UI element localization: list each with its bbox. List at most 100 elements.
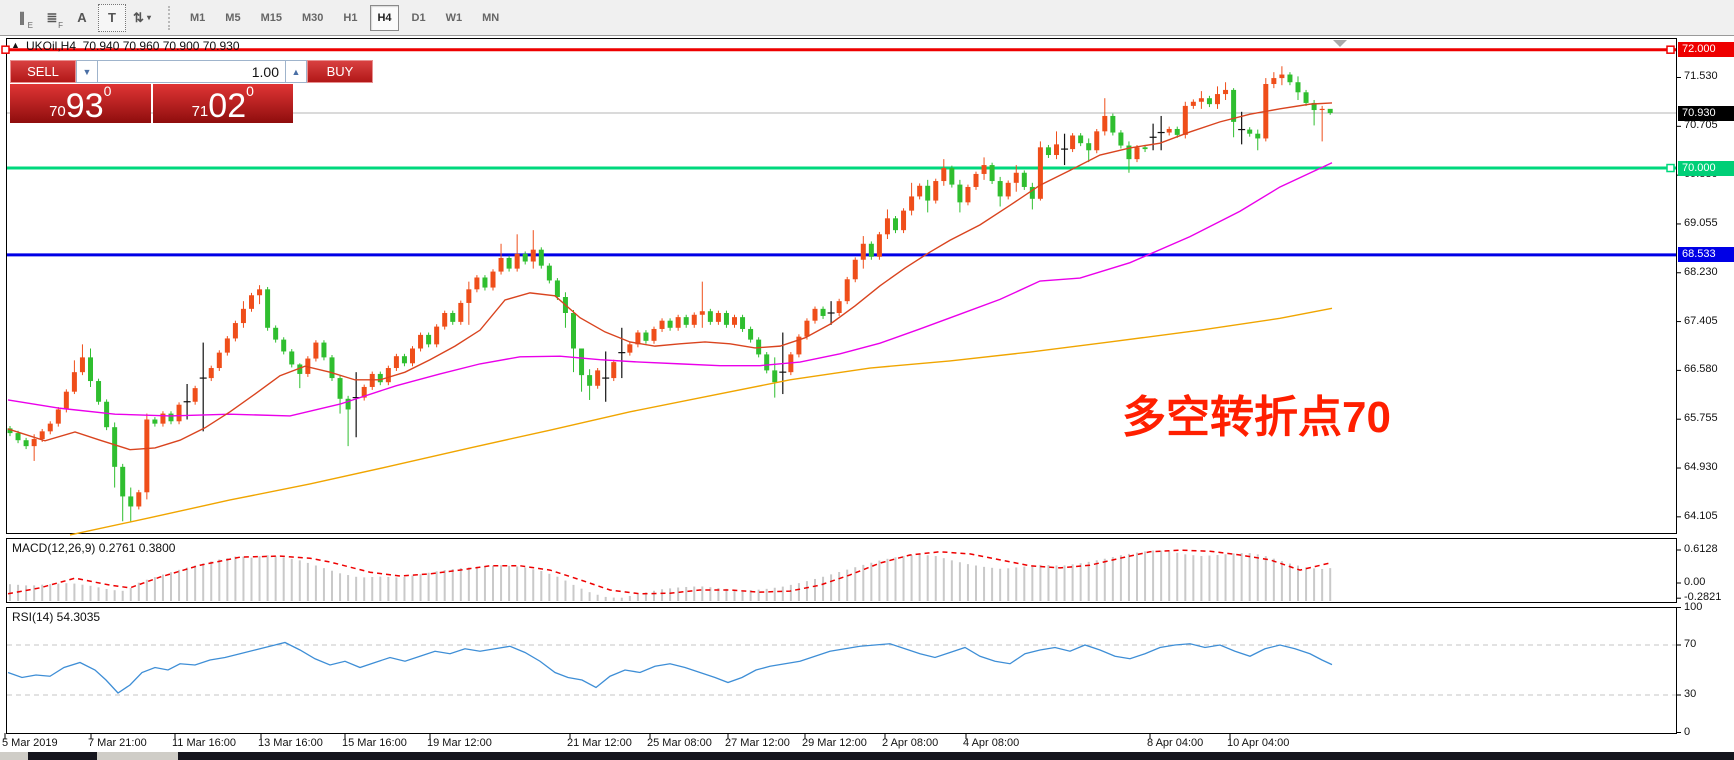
text-box-tool[interactable]: T (98, 3, 126, 32)
macd-histogram-bar (49, 584, 52, 601)
text-box-tool-icon: T (108, 10, 116, 25)
macd-histogram-bar (226, 557, 229, 601)
candle-body (989, 165, 995, 182)
candle-body (1037, 147, 1043, 199)
candle-body (88, 357, 93, 382)
volume-input[interactable] (98, 60, 285, 83)
timeframe-button-H1[interactable]: H1 (343, 11, 358, 24)
macd-histogram-bar (685, 586, 688, 601)
candle-body (514, 253, 520, 269)
macd-histogram-bar (781, 586, 784, 601)
resistance-line-72-handle-left[interactable] (1, 45, 10, 54)
candle-body (1190, 101, 1196, 106)
macd-histogram-bar (894, 557, 897, 601)
candle-body (579, 348, 585, 376)
candle-body (587, 375, 593, 386)
rsi-pane (6, 607, 1677, 734)
macd-histogram-bar (306, 562, 309, 601)
macd-histogram-bar (1160, 550, 1163, 601)
chart-area[interactable] (0, 36, 1734, 760)
macd-histogram-bar (580, 588, 583, 601)
macd-histogram-bar (1208, 555, 1211, 601)
sell-price-display[interactable]: 70 93 0 (10, 84, 151, 123)
macd-histogram-bar (1288, 563, 1291, 601)
macd-histogram-bar (1136, 552, 1138, 601)
candle-body (112, 427, 118, 467)
timeframe-button-M5[interactable]: M5 (225, 11, 241, 24)
candle-body (917, 185, 923, 197)
price-axis-label: 64.105 (1684, 509, 1718, 522)
macd-histogram-bar (612, 597, 615, 601)
macd-histogram-bar (1200, 556, 1203, 601)
candle-body (490, 271, 496, 288)
timeframe-button-W1[interactable]: W1 (445, 11, 463, 24)
timeframe-button-M1[interactable]: M1 (190, 11, 206, 24)
macd-pane (6, 538, 1677, 603)
candle-body (796, 336, 802, 355)
timeframe-button-M15[interactable]: M15 (260, 11, 282, 24)
macd-histogram-bar (1321, 568, 1324, 601)
macd-histogram-bar (218, 559, 221, 601)
candle-body (39, 431, 45, 440)
macd-histogram-bar (1313, 568, 1316, 601)
macd-histogram-bar (1127, 553, 1130, 601)
resistance-line-72-handle-right[interactable] (1666, 45, 1675, 54)
volume-increase-button[interactable]: ▲ (285, 60, 307, 83)
candle-body (1295, 82, 1301, 93)
candle-body (949, 168, 955, 185)
candle-body (1102, 115, 1108, 132)
buy-button[interactable]: BUY (307, 60, 373, 83)
timeframe-button-H4[interactable]: H4 (370, 4, 399, 31)
candle-body (7, 428, 13, 434)
volume-decrease-button[interactable]: ▼ (76, 60, 98, 83)
macd-histogram-bar (677, 587, 680, 601)
candle-body (1198, 98, 1204, 102)
timeframe-button-D1[interactable]: D1 (411, 11, 426, 24)
candle-body (699, 311, 705, 315)
candle-body (683, 317, 689, 325)
macd-histogram-bar (105, 588, 108, 601)
fibonacci-tool[interactable]: ≣ F (38, 4, 66, 32)
macd-histogram-bar (765, 588, 768, 601)
macd-histogram-bar (1007, 568, 1010, 601)
macd-histogram-bar (991, 567, 994, 601)
macd-histogram-bar (371, 577, 374, 601)
candle-body (192, 388, 198, 402)
macd-histogram-bar (878, 560, 881, 601)
candle-body (450, 312, 456, 322)
macd-histogram-bar (572, 584, 575, 601)
macd-histogram-bar (1305, 567, 1308, 601)
candle-body (691, 314, 697, 325)
candle-body (925, 185, 931, 201)
macd-histogram-bar (1063, 565, 1066, 601)
arrows-tool[interactable]: ⇅ ▾ (128, 4, 156, 32)
macd-histogram-bar (33, 585, 36, 601)
equidistant-channel-tool[interactable]: ∥ E (8, 4, 36, 32)
macd-histogram-bar (942, 558, 945, 601)
candle-body (337, 378, 343, 399)
candle-body (442, 312, 448, 327)
candle-body (426, 334, 432, 345)
arrows-tool-icon: ⇅ (133, 9, 144, 25)
candle-body (474, 277, 480, 290)
candle-body (361, 386, 367, 398)
macd-histogram-bar (661, 589, 664, 601)
sell-button[interactable]: SELL (10, 60, 76, 83)
price-badge-68.533: 68.533 (1678, 247, 1734, 263)
pivot-line-70-handle-right[interactable] (1666, 163, 1675, 173)
macd-histogram-bar (97, 587, 100, 601)
buy-price-display[interactable]: 71 02 0 (152, 84, 293, 123)
macd-histogram-bar (1240, 553, 1243, 601)
chart-shift-marker-icon[interactable] (1333, 40, 1347, 47)
macd-histogram-bar (1224, 554, 1227, 601)
macd-histogram-bar (363, 577, 366, 601)
timeframe-button-MN[interactable]: MN (482, 11, 500, 24)
timeframe-button-M30[interactable]: M30 (301, 11, 324, 24)
macd-histogram-bar (958, 562, 961, 601)
candle-body (1174, 128, 1180, 135)
candle-body (498, 257, 504, 272)
candle-body (506, 257, 512, 269)
text-label-tool[interactable]: A (68, 4, 96, 32)
price-axis-label: 65.755 (1684, 412, 1718, 425)
